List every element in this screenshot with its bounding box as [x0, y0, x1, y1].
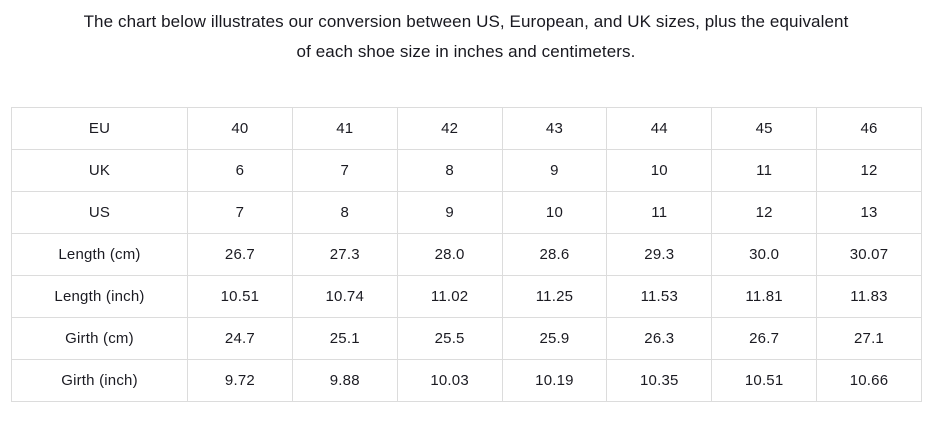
- value-cell: 41: [291, 107, 398, 150]
- value-cell: 44: [606, 107, 713, 150]
- value-cell: 45: [711, 107, 818, 150]
- value-cell: 9: [396, 191, 503, 234]
- table-row: UK 6 7 8 9 10 11 12: [11, 149, 922, 192]
- value-cell: 12: [711, 191, 818, 234]
- value-cell: 28.6: [501, 233, 608, 276]
- row-label-cell: Girth (cm): [11, 317, 188, 360]
- value-cell: 25.9: [501, 317, 608, 360]
- table-row: US 7 8 9 10 11 12 13: [11, 191, 922, 234]
- value-cell: 11.02: [396, 275, 503, 318]
- page-title-line-1: The chart below illustrates our conversi…: [83, 12, 849, 31]
- value-cell: 10.03: [396, 359, 503, 402]
- row-label-cell: EU: [11, 107, 188, 150]
- value-cell: 9: [501, 149, 608, 192]
- value-cell: 25.1: [291, 317, 398, 360]
- value-cell: 28.0: [396, 233, 503, 276]
- value-cell: 11: [711, 149, 818, 192]
- value-cell: 6: [187, 149, 293, 192]
- value-cell: 13: [816, 191, 922, 234]
- row-label-cell: Girth (inch): [11, 359, 188, 402]
- row-label-cell: Length (inch): [11, 275, 188, 318]
- page-title-line-2: of each shoe size in inches and centimet…: [296, 42, 636, 61]
- row-label-cell: US: [11, 191, 188, 234]
- value-cell: 9.72: [187, 359, 293, 402]
- value-cell: 11.53: [606, 275, 713, 318]
- value-cell: 43: [501, 107, 608, 150]
- value-cell: 30.07: [816, 233, 922, 276]
- value-cell: 10.66: [816, 359, 922, 402]
- page-title: The chart below illustrates our conversi…: [0, 0, 932, 67]
- value-cell: 24.7: [187, 317, 293, 360]
- value-cell: 10.51: [711, 359, 818, 402]
- value-cell: 25.5: [396, 317, 503, 360]
- value-cell: 10.19: [501, 359, 608, 402]
- size-conversion-table-body: EU 40 41 42 43 44 45 46 UK 6 7 8 9 10 11 12 US 7 8 9 10 11 12 1…: [11, 107, 922, 402]
- value-cell: 7: [291, 149, 398, 192]
- value-cell: 42: [396, 107, 503, 150]
- row-label-cell: Length (cm): [11, 233, 188, 276]
- value-cell: 8: [291, 191, 398, 234]
- value-cell: 27.1: [816, 317, 922, 360]
- value-cell: 10.51: [187, 275, 293, 318]
- row-label-cell: UK: [11, 149, 188, 192]
- value-cell: 8: [396, 149, 503, 192]
- value-cell: 30.0: [711, 233, 818, 276]
- table-row: Girth (inch) 9.72 9.88 10.03 10.19 10.35 10.51…: [11, 359, 922, 402]
- value-cell: 29.3: [606, 233, 713, 276]
- value-cell: 46: [816, 107, 922, 150]
- value-cell: 10.74: [291, 275, 398, 318]
- table-row: Length (cm) 26.7 27.3 28.0 28.6 29.3 30.0 30.07: [11, 233, 922, 276]
- table-row: Length (inch) 10.51 10.74 11.02 11.25 11.53 11…: [11, 275, 922, 318]
- value-cell: 11.81: [711, 275, 818, 318]
- value-cell: 11.83: [816, 275, 922, 318]
- table-row: Girth (cm) 24.7 25.1 25.5 25.9 26.3 26.7 27.1: [11, 317, 922, 360]
- value-cell: 11.25: [501, 275, 608, 318]
- value-cell: 26.3: [606, 317, 713, 360]
- value-cell: 11: [606, 191, 713, 234]
- value-cell: 27.3: [291, 233, 398, 276]
- value-cell: 9.88: [291, 359, 398, 402]
- value-cell: 10.35: [606, 359, 713, 402]
- value-cell: 12: [816, 149, 922, 192]
- value-cell: 26.7: [187, 233, 293, 276]
- table-row: EU 40 41 42 43 44 45 46: [11, 107, 922, 150]
- value-cell: 26.7: [711, 317, 818, 360]
- value-cell: 10: [606, 149, 713, 192]
- value-cell: 10: [501, 191, 608, 234]
- value-cell: 40: [187, 107, 293, 150]
- size-conversion-table: EU 40 41 42 43 44 45 46 UK 6 7 8 9 10 11 12 US 7 8 9 10 11 12 1…: [11, 107, 922, 402]
- value-cell: 7: [187, 191, 293, 234]
